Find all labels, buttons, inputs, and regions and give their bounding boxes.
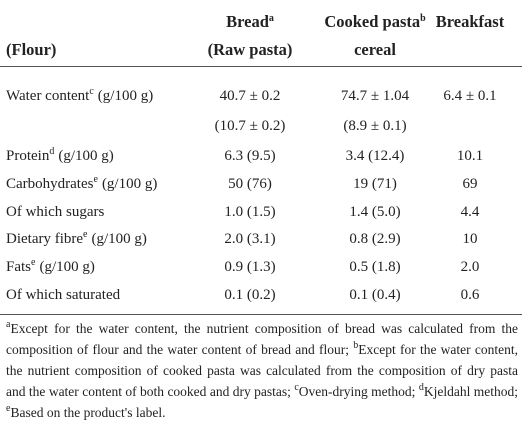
cell-value: 10.1: [456, 148, 484, 164]
cell-value: 10: [462, 231, 478, 247]
cell-value: 0.1 (0.2): [224, 287, 276, 303]
label-name: Water content: [6, 88, 90, 104]
label-unit: (g/100 g): [58, 148, 114, 164]
label-sup: e: [31, 257, 36, 268]
cell-value: 0.8 (2.9): [349, 231, 401, 247]
row-label: Of which saturated: [6, 287, 120, 304]
row-label: Fatse (g/100 g): [6, 257, 95, 276]
label-sup: d: [49, 146, 55, 157]
row-label: Dietary fibree (g/100 g): [6, 229, 147, 248]
label-name: Dietary fibre: [6, 231, 84, 247]
label-unit: (g/100 g): [97, 88, 154, 104]
footnote-text: Except for the water content, the nutrie…: [6, 321, 518, 357]
footnote-mark: e: [6, 403, 11, 414]
label-name: Carbohydrates: [6, 176, 94, 192]
label-unit: (g/100 g): [101, 176, 158, 192]
cell-value: 1.0 (1.5): [224, 204, 276, 220]
label-name: Fats: [6, 259, 32, 275]
cell-value: (10.7 ± 0.2): [214, 118, 286, 134]
footnote-mark: a: [6, 319, 11, 330]
label-unit: (g/100 g): [39, 259, 95, 275]
header-sup: a: [268, 13, 274, 24]
footnote: aExcept for the water content, the nutri…: [6, 319, 518, 358]
header-text: (Flour): [6, 40, 57, 59]
cell-value: 40.7 ± 0.2: [219, 88, 281, 104]
footnote-text: Based on the product's label.: [10, 405, 166, 420]
header-cell: (Raw pasta): [208, 40, 293, 60]
footnote: eBased on the product's label.: [6, 403, 166, 421]
label-unit: (g/100 g): [91, 231, 147, 247]
footnote-text: Oven-drying method;: [298, 384, 416, 399]
header-cell: cereal: [354, 40, 396, 60]
row-label: Water contentc (g/100 g): [6, 86, 154, 105]
cell-value: 69: [462, 176, 478, 192]
header-cell: (Flour): [6, 40, 56, 60]
cell-value: 74.7 ± 1.04: [340, 88, 410, 104]
footnote-text: Kjeldahl method;: [423, 384, 519, 399]
header-text: Breakfast: [435, 12, 505, 31]
label-name: Of which sugars: [6, 204, 105, 220]
header-rule: [0, 66, 522, 67]
cell-value: 6.4 ± 0.1: [443, 88, 497, 104]
header-sup: b: [420, 13, 426, 24]
cell-value: 2.0 (3.1): [224, 231, 276, 247]
header-cell: Breakfast: [436, 12, 504, 32]
header-text: (Raw pasta): [207, 40, 293, 59]
footnote-mark: b: [353, 340, 359, 351]
cell-value: 0.1 (0.4): [349, 287, 401, 303]
cell-value: 0.6: [460, 287, 480, 303]
header-text: Cooked pasta: [324, 12, 421, 31]
footnotes: aExcept for the water content, the nutri…: [6, 318, 518, 423]
label-name: Protein: [6, 148, 50, 164]
footnote-text: Except for the water content, the nutrie…: [6, 342, 518, 399]
label-sup: e: [93, 174, 98, 185]
label-name: Of which saturated: [6, 287, 121, 303]
row-label: Of which sugars: [6, 204, 104, 221]
cell-value: 50 (76): [228, 176, 272, 192]
footnote: bExcept for the water content, the nutri…: [6, 340, 518, 400]
header-text: Bread: [226, 12, 269, 31]
label-sup: c: [89, 86, 94, 97]
footnote: dKjeldahl method;: [418, 382, 519, 400]
cell-value: 3.4 (12.4): [345, 148, 405, 164]
header-cell: Cooked pastab: [324, 12, 425, 32]
row-label: Proteind (g/100 g): [6, 146, 114, 165]
footnote-mark: d: [418, 382, 424, 393]
header-cell: Breada: [226, 12, 274, 32]
header-text: cereal: [354, 40, 396, 59]
cell-value: 19 (71): [353, 176, 397, 192]
cell-value: 4.4: [460, 204, 480, 220]
cell-value: 2.0: [460, 259, 480, 275]
cell-value: (8.9 ± 0.1): [343, 118, 407, 134]
cell-value: 6.3 (9.5): [224, 148, 276, 164]
label-sup: e: [83, 229, 88, 240]
cell-value: 0.9 (1.3): [224, 259, 276, 275]
footnote-mark: c: [294, 382, 299, 393]
cell-value: 0.5 (1.8): [349, 259, 401, 275]
footnote: cOven-drying method;: [294, 382, 416, 400]
cell-value: 1.4 (5.0): [349, 204, 401, 220]
row-label: Carbohydratese (g/100 g): [6, 174, 158, 193]
bottom-rule: [0, 314, 522, 315]
